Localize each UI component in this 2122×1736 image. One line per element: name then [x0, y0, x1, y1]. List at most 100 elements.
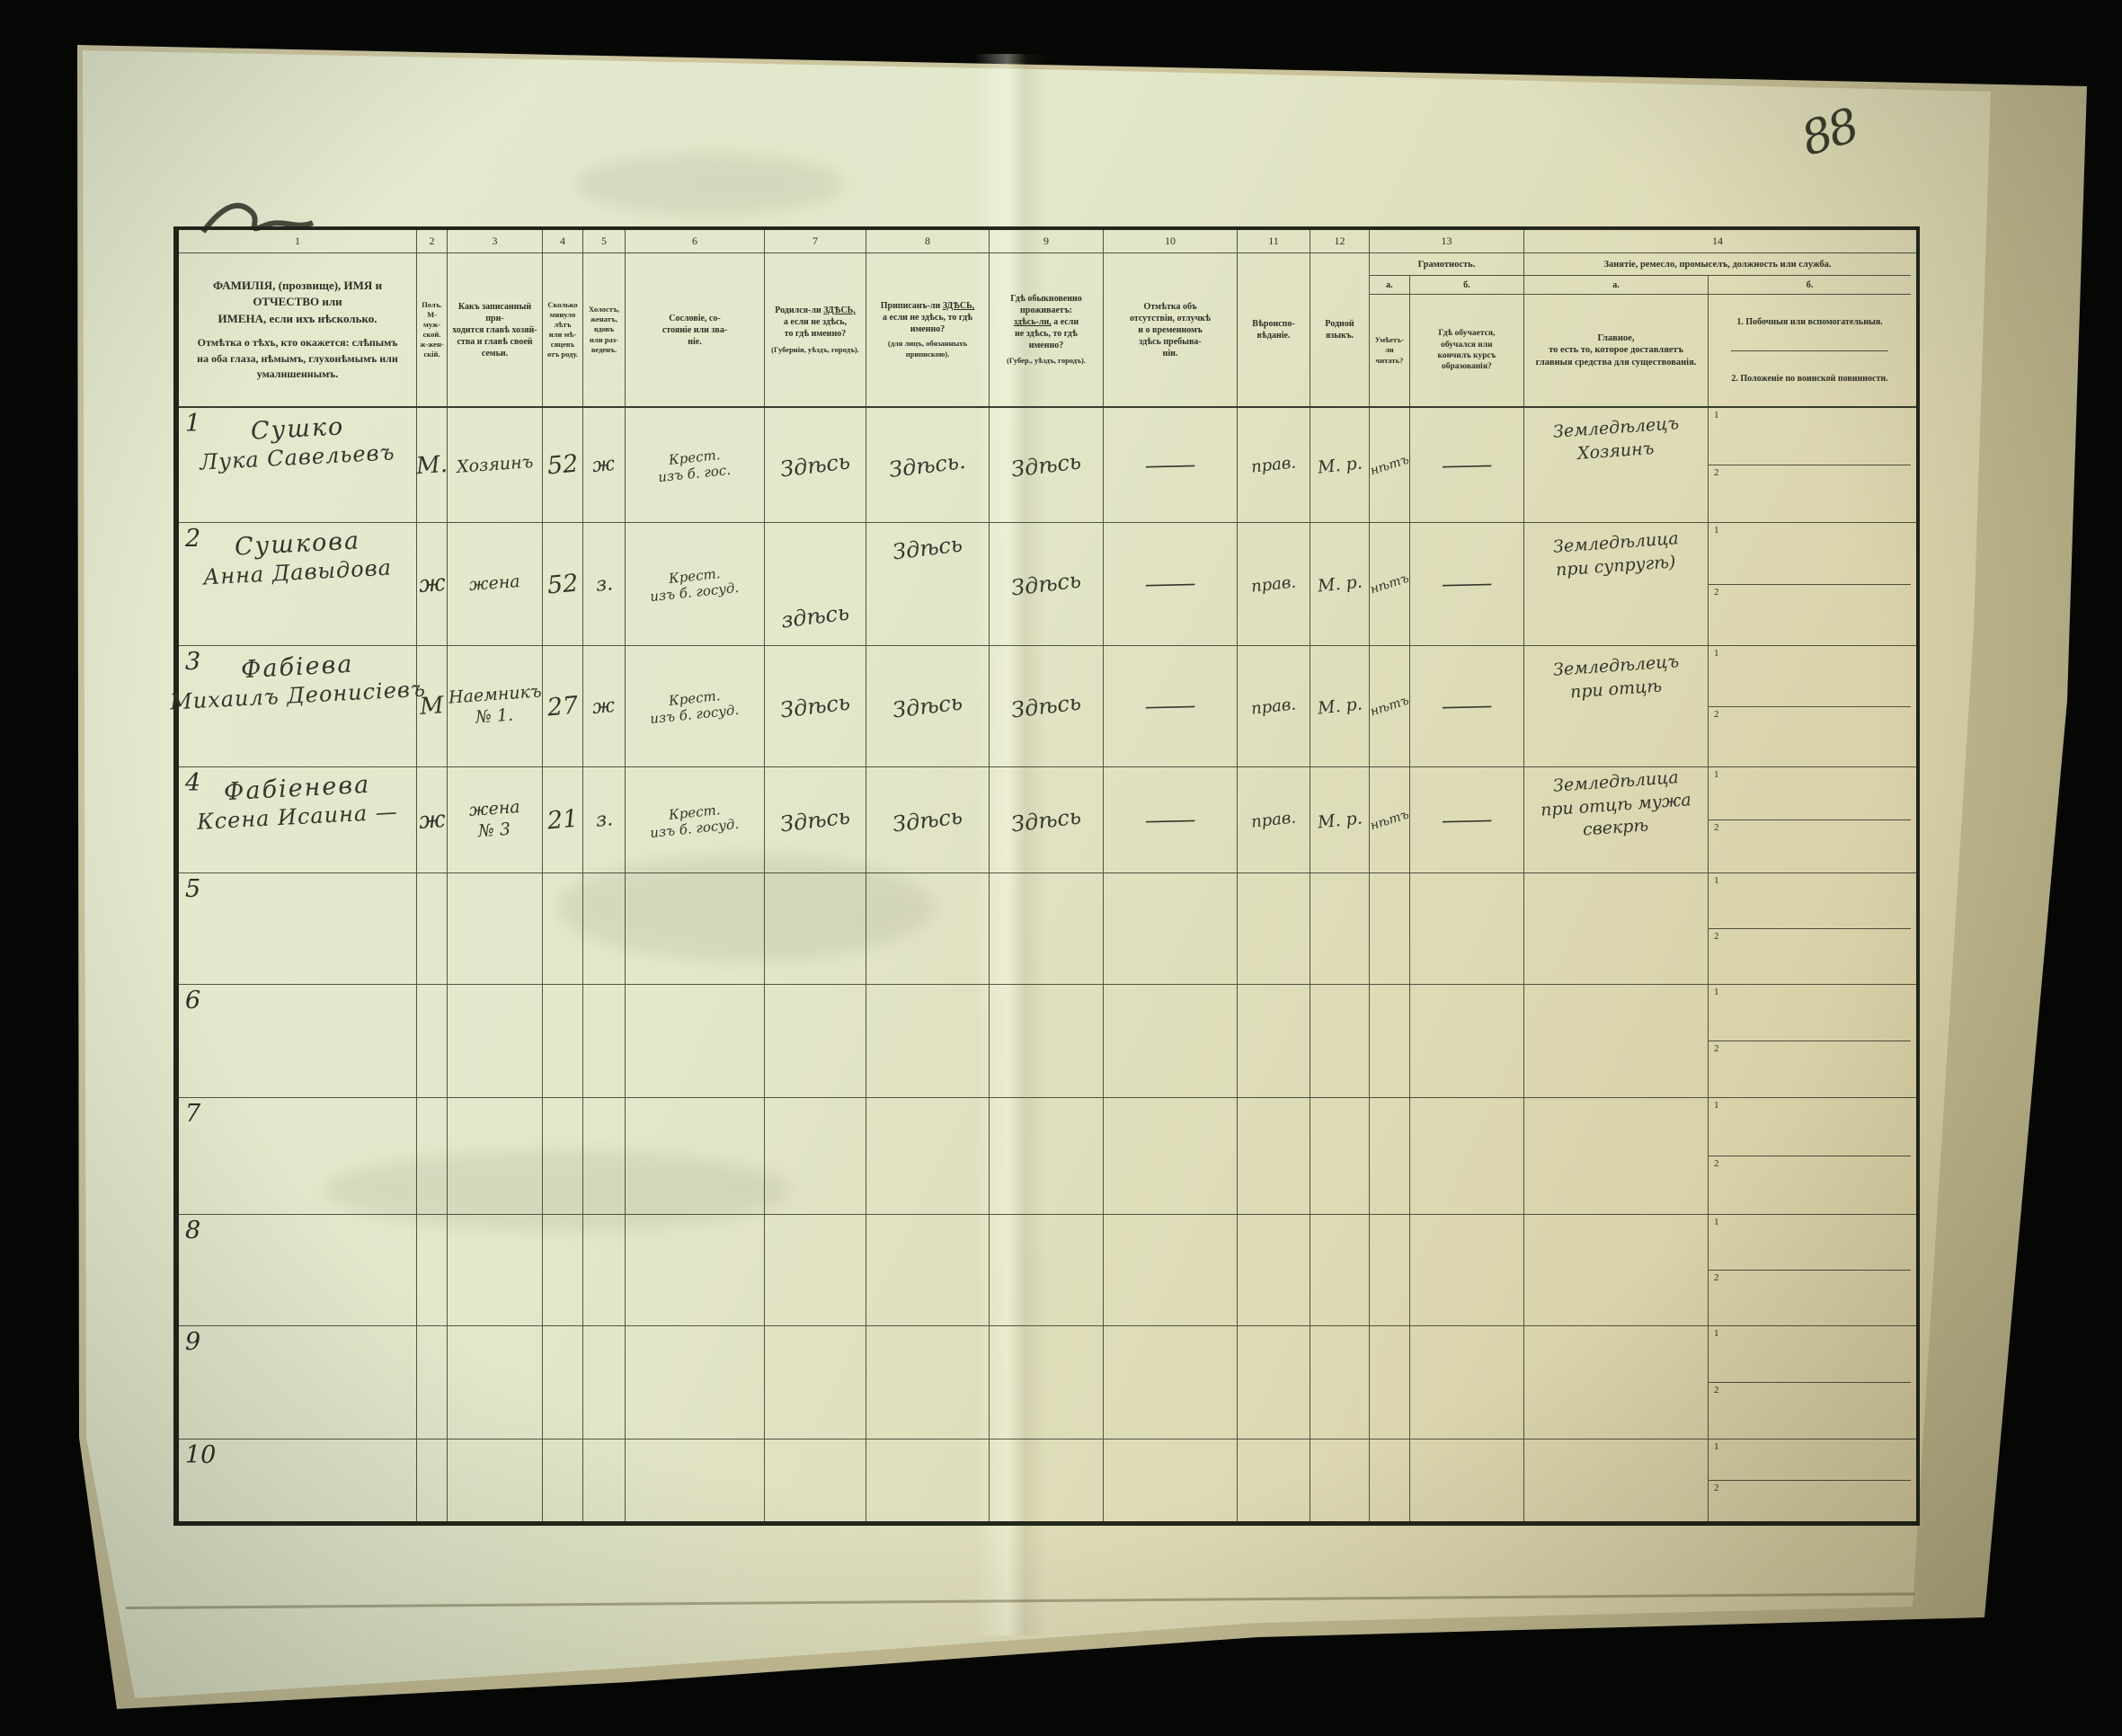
registration-cell — [866, 1439, 990, 1521]
main-occupation-cell — [1524, 985, 1709, 1097]
estate-cell — [626, 1098, 765, 1214]
main-occupation-cell: Земледѣлецъ при отцѣ — [1524, 646, 1709, 766]
row-number: 2 — [185, 525, 201, 553]
language-cell — [1310, 1326, 1370, 1439]
birthplace-cell — [765, 1098, 866, 1214]
handwritten-age: 52 — [546, 569, 580, 599]
header-line: М-муж- — [423, 309, 440, 329]
sex-cell: М — [417, 646, 448, 766]
header-line: ж-жен- — [420, 340, 444, 350]
sex-cell: ж — [417, 767, 448, 872]
subcell-label: 1 — [1714, 648, 1719, 659]
col-number: 1 — [179, 230, 417, 252]
col-number: 7 — [765, 230, 866, 252]
col-number: 9 — [990, 230, 1104, 252]
subcolumn-label: б. — [1709, 276, 1911, 295]
absence-cell — [1104, 1326, 1238, 1439]
table-row: 6 1 2 — [179, 985, 1916, 1098]
estate-cell: Крест. изъ б. госуд. — [626, 767, 765, 872]
header-line: минуло — [549, 309, 576, 319]
handwritten-sex: ж — [417, 805, 447, 835]
column-header-sex: Полъ. М-муж- ской. ж-жен- скій. — [417, 253, 448, 406]
column-header-marital-status: Холостъ, женатъ, вдовъ или раз- веденъ. — [583, 253, 626, 406]
birthplace-cell: Здѣсь — [765, 408, 866, 522]
subcolumn-label: б. — [1409, 276, 1523, 295]
row-number: 3 — [185, 648, 201, 676]
handwritten-relation: № 3 — [477, 819, 512, 841]
handwritten-marital: ж — [591, 452, 617, 478]
handwritten-language: М. р. — [1316, 807, 1363, 833]
language-cell: М. р. — [1310, 523, 1370, 645]
handwritten-residence: Здѣсь — [1009, 447, 1083, 483]
col-number: 5 — [583, 230, 626, 252]
subcell-label: 1 — [1714, 410, 1719, 421]
handwritten-relation: жена — [468, 796, 521, 820]
header-line: Приписанъ-ли — [880, 301, 943, 312]
relation-cell: Наемникъ № 1. — [448, 646, 543, 766]
header-line: Родился-ли — [775, 305, 824, 315]
language-cell: М. р. — [1310, 646, 1370, 766]
can-read-cell — [1370, 1439, 1410, 1521]
handwritten-dash: — — [1438, 692, 1496, 721]
header-line: Вѣроиспо- — [1252, 319, 1295, 329]
relation-cell — [448, 1215, 543, 1325]
header-line: семьи. — [481, 348, 509, 359]
header-line: скій. — [423, 350, 440, 359]
header-line: Приписанъ-ли ЗДѢСЬ, — [881, 300, 975, 312]
secondary-occupation-cell: 1 2 — [1709, 767, 1911, 872]
header-line: (Губер., уѣздъ, городъ). — [1006, 356, 1087, 366]
row-number: 10 — [185, 1441, 217, 1469]
marital-cell — [583, 1215, 626, 1325]
handwritten-dash: — — [1141, 692, 1199, 721]
column-header-age: Сколько минуло лѣтъ или мѣ- сяцевъ отъ р… — [543, 253, 583, 406]
subcolumn-education: б. Гдѣ обучается, обучался или кончилъ к… — [1409, 276, 1523, 406]
handwritten-dash: — — [1141, 450, 1199, 480]
header-line: сяцевъ — [550, 340, 575, 350]
military-status-subcell: 2 — [1709, 585, 1911, 646]
header-line: Сословіе, со- — [669, 313, 721, 323]
column-group-occupation: Занятіе, ремесло, промыселъ, должность и… — [1524, 253, 1911, 406]
education-cell — [1410, 873, 1524, 984]
header-line: (Губернія, уѣздъ, городъ). — [771, 344, 859, 354]
header-line: ФАМИЛІЯ, (прозвище), ИМЯ и ОТЧЕСТВО или — [212, 278, 383, 309]
ink-scribble — [200, 202, 315, 234]
can-read-cell: нѣтъ — [1369, 523, 1410, 645]
occupation-group-title: Занятіе, ремесло, промыселъ, должность и… — [1524, 253, 1911, 276]
table-row: 9 1 2 — [179, 1326, 1916, 1439]
subcell-label: 2 — [1714, 931, 1719, 942]
header-line: вдовъ — [593, 324, 615, 334]
subcell-label: 1 — [1714, 1100, 1719, 1111]
absence-cell — [1104, 1439, 1238, 1521]
age-cell — [543, 985, 583, 1097]
relation-cell — [448, 1326, 543, 1439]
col-number: 8 — [866, 230, 990, 252]
side-occupation-subcell: 1 — [1709, 523, 1911, 585]
handwritten-sex: ж — [417, 570, 447, 598]
registration-cell: Здѣсь. — [866, 408, 990, 522]
table-row: 3 Фабіева Михаилъ Деонисіевъ М Наемникъ … — [169, 646, 1916, 767]
residence-cell: Здѣсь — [990, 408, 1104, 522]
header-line: веденъ. — [590, 344, 617, 354]
handwritten-language: М. р. — [1316, 452, 1363, 478]
side-occupation-subcell: 1 — [1709, 1215, 1911, 1271]
can-read-cell — [1370, 1326, 1410, 1439]
header-line: ніи. — [1162, 348, 1178, 359]
side-occupation-subcell: 1 — [1709, 1098, 1911, 1156]
subcolumn-main-occupation: а. Главное, то есть то, которое доставля… — [1524, 276, 1709, 406]
header-line: ИМЕНА, если ихъ нѣсколько. — [218, 312, 377, 326]
header-line-underlined: ЗДѢСЬ, — [942, 301, 975, 312]
subcell-label: 2 — [1714, 1158, 1719, 1169]
handwritten-registration: Здѣсь — [891, 531, 964, 565]
handwritten-registration: Здѣсь — [891, 802, 964, 837]
header-line: не здѣсь, то гдѣ — [1015, 329, 1078, 340]
col-number: 4 — [543, 230, 583, 252]
estate-cell: Крест. изъ б. госуд. — [626, 523, 765, 645]
bleed-through-mark — [557, 854, 935, 961]
header-line: Родной — [1325, 319, 1354, 329]
religion-cell — [1238, 985, 1310, 1097]
header-line: отъ роду. — [547, 350, 578, 359]
header-line: а если не здѣсь, — [783, 316, 848, 327]
subcell-label: 2 — [1714, 1385, 1719, 1395]
main-occupation-cell — [1524, 873, 1709, 984]
